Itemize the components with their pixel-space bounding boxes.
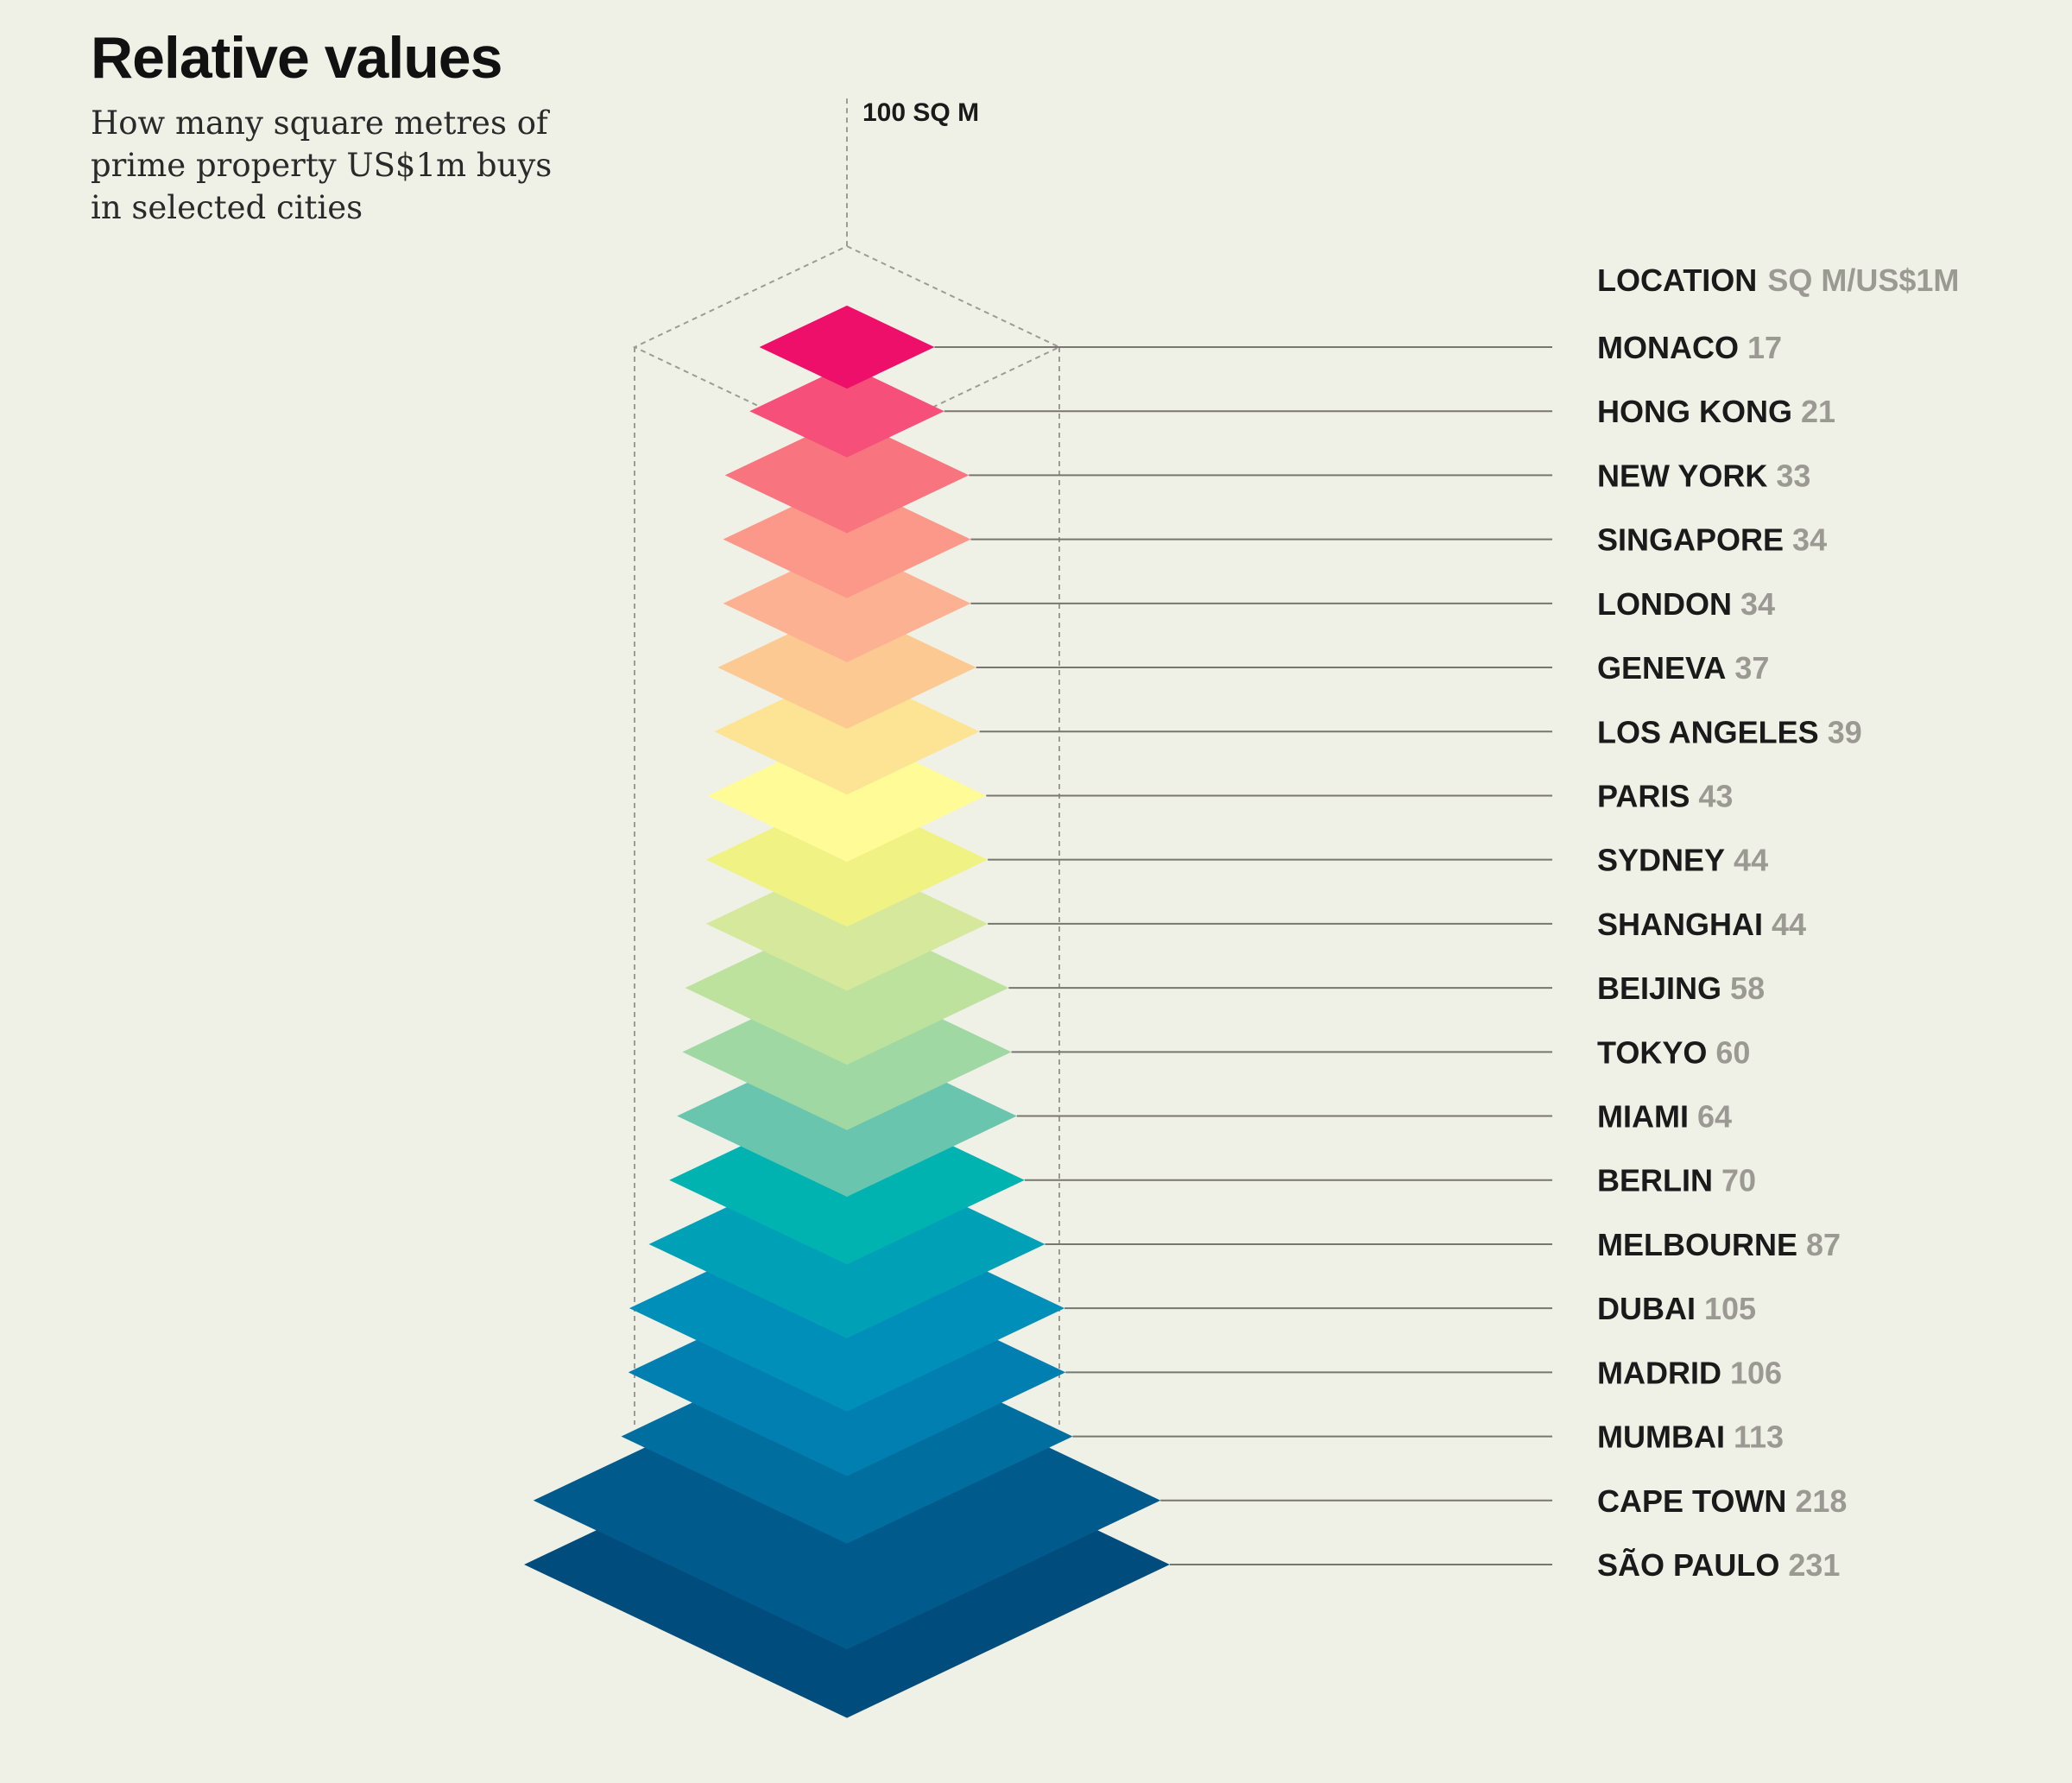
city-value: 60 bbox=[1715, 1034, 1750, 1070]
city-label: GENEVA 37 bbox=[1597, 650, 1769, 686]
layer-los-angeles bbox=[714, 668, 980, 795]
city-label: MONACO 17 bbox=[1597, 330, 1782, 365]
layer-new-york bbox=[724, 417, 970, 534]
city-label: LOS ANGELES 39 bbox=[1597, 714, 1862, 749]
legend-header: LOCATION SQ M/US$1M bbox=[1597, 262, 1959, 298]
city-label: HONG KONG 21 bbox=[1597, 394, 1835, 429]
city-value: 21 bbox=[1801, 394, 1835, 429]
city-value: 43 bbox=[1698, 778, 1733, 813]
city-name: SINGAPORE bbox=[1597, 522, 1784, 558]
reference-label: 100 SQ M bbox=[862, 98, 979, 127]
city-name: LOS ANGELES bbox=[1597, 714, 1819, 749]
city-label: NEW YORK 33 bbox=[1597, 458, 1810, 493]
chart-layers bbox=[524, 305, 1170, 1718]
chart-labels: LOCATION SQ M/US$1M MONACO 17 HONG KONG 21 N… bbox=[1597, 262, 1959, 1583]
city-value: 64 bbox=[1697, 1099, 1732, 1135]
city-value: 87 bbox=[1806, 1227, 1841, 1262]
city-label: MELBOURNE 87 bbox=[1597, 1227, 1841, 1262]
city-name: HONG KONG bbox=[1597, 394, 1792, 429]
layer-monaco bbox=[759, 305, 935, 389]
city-name: MADRID bbox=[1597, 1355, 1721, 1390]
city-label: LONDON 34 bbox=[1597, 586, 1775, 622]
city-label: CAPE TOWN 218 bbox=[1597, 1483, 1847, 1519]
city-name: BERLIN bbox=[1597, 1163, 1713, 1198]
city-label: SHANGHAI 44 bbox=[1597, 907, 1806, 942]
leader-lines bbox=[934, 346, 1552, 1565]
city-value: 113 bbox=[1734, 1419, 1784, 1455]
city-name: CAPE TOWN bbox=[1597, 1483, 1786, 1519]
layer-singapore bbox=[723, 480, 971, 598]
city-name: SHANGHAI bbox=[1597, 907, 1763, 942]
city-value: 39 bbox=[1828, 714, 1862, 749]
city-label: SYDNEY 44 bbox=[1597, 843, 1768, 878]
city-name: GENEVA bbox=[1597, 650, 1726, 686]
city-name: MUMBAI bbox=[1597, 1419, 1725, 1455]
city-label: SINGAPORE 34 bbox=[1597, 522, 1827, 558]
city-label: MUMBAI 113 bbox=[1597, 1419, 1784, 1455]
city-name: MONACO bbox=[1597, 330, 1739, 365]
layer-hong-kong bbox=[749, 364, 944, 458]
city-name: BEIJING bbox=[1597, 971, 1721, 1006]
city-value: 105 bbox=[1704, 1291, 1756, 1326]
city-name: SÃO PAULO bbox=[1597, 1546, 1779, 1583]
city-name: MIAMI bbox=[1597, 1099, 1689, 1135]
city-value: 33 bbox=[1776, 458, 1810, 493]
layer-paris bbox=[707, 729, 987, 863]
city-value: 70 bbox=[1721, 1163, 1756, 1198]
city-value: 106 bbox=[1730, 1355, 1782, 1390]
city-label: BERLIN 70 bbox=[1597, 1163, 1756, 1198]
city-name: LONDON bbox=[1597, 586, 1732, 622]
city-name: NEW YORK bbox=[1597, 458, 1767, 493]
city-name: PARIS bbox=[1597, 778, 1690, 813]
city-label: PARIS 43 bbox=[1597, 778, 1733, 813]
chart-title: Relative values bbox=[91, 25, 502, 91]
city-name: DUBAI bbox=[1597, 1291, 1696, 1326]
layer-geneva bbox=[717, 605, 976, 730]
city-value: 34 bbox=[1792, 522, 1827, 558]
city-name: TOKYO bbox=[1597, 1034, 1707, 1070]
city-name: SYDNEY bbox=[1597, 843, 1725, 878]
city-value: 44 bbox=[1772, 907, 1806, 942]
city-value: 17 bbox=[1747, 330, 1782, 365]
header-unit: SQ M/US$1M bbox=[1767, 262, 1959, 298]
city-label: TOKYO 60 bbox=[1597, 1034, 1750, 1070]
city-value: 37 bbox=[1734, 650, 1769, 686]
city-label: BEIJING 58 bbox=[1597, 971, 1765, 1006]
city-label: MIAMI 64 bbox=[1597, 1099, 1732, 1135]
city-label: DUBAI 105 bbox=[1597, 1291, 1756, 1326]
chart-subtitle: How many square metres of prime property… bbox=[91, 104, 553, 226]
city-value: 58 bbox=[1730, 971, 1765, 1006]
layer-london bbox=[723, 544, 971, 662]
city-label: SÃO PAULO 231 bbox=[1597, 1546, 1840, 1583]
header-category: LOCATION bbox=[1597, 262, 1757, 298]
city-value: 44 bbox=[1734, 843, 1768, 878]
city-value: 34 bbox=[1740, 586, 1775, 622]
city-value: 231 bbox=[1788, 1547, 1840, 1583]
city-value: 218 bbox=[1795, 1483, 1847, 1519]
city-label: MADRID 106 bbox=[1597, 1355, 1782, 1390]
city-name: MELBOURNE bbox=[1597, 1227, 1797, 1262]
